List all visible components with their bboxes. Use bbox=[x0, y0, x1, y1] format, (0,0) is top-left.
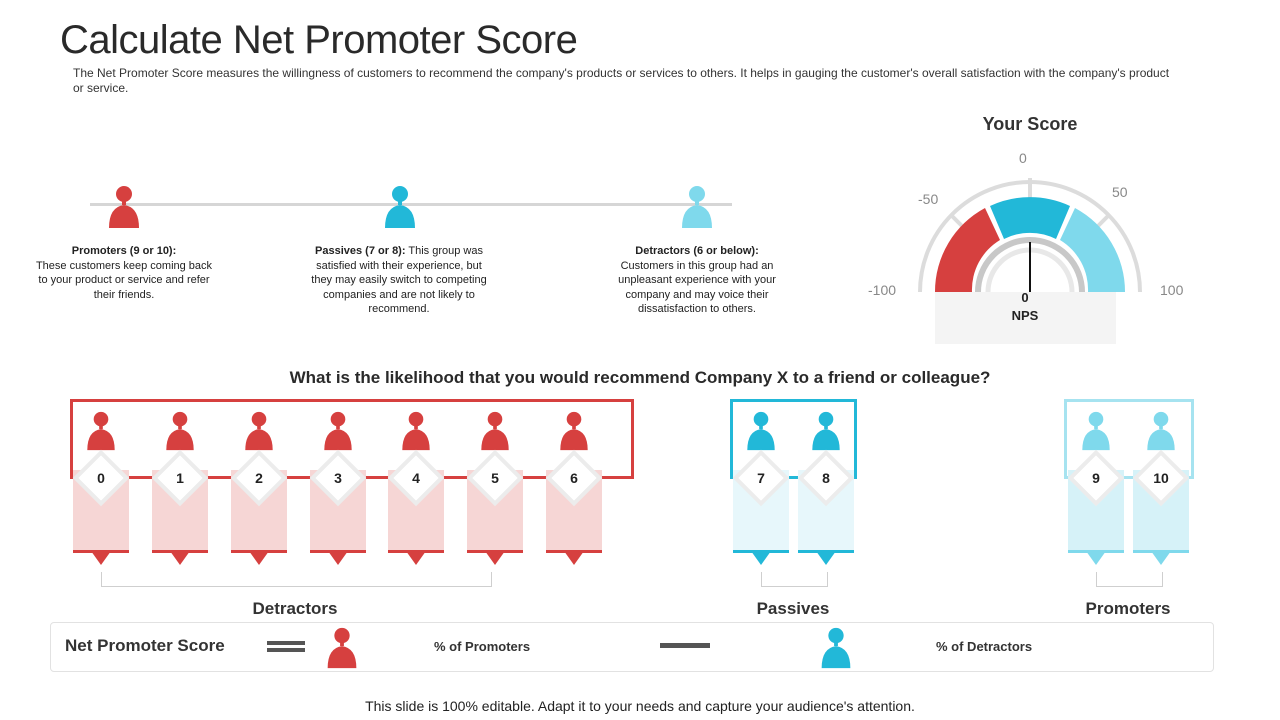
equals-icon bbox=[267, 641, 305, 652]
person-icon bbox=[83, 410, 119, 457]
person-icon bbox=[1143, 410, 1179, 457]
nps-unit: NPS bbox=[1011, 308, 1039, 323]
formula-title: Net Promoter Score bbox=[65, 636, 225, 655]
pointer-triangle bbox=[816, 551, 836, 565]
detractors-heading: Detractors (6 or below): bbox=[635, 245, 759, 257]
promoters-description: Promoters (9 or 10): These customers kee… bbox=[34, 244, 214, 302]
category-line bbox=[90, 203, 732, 206]
person-icon bbox=[556, 410, 592, 457]
person-icon bbox=[743, 410, 779, 457]
passives-frame bbox=[730, 399, 857, 479]
gauge-passive-segment bbox=[990, 197, 1070, 239]
promoter-person-icon bbox=[106, 184, 142, 230]
passives-description: Passives (7 or 8): This group was satisf… bbox=[309, 244, 489, 317]
gauge-label-zero: 0 bbox=[1019, 150, 1027, 166]
gauge-promoter-segment bbox=[1060, 208, 1126, 292]
promoters-bracket bbox=[1096, 572, 1163, 587]
pointer-triangle bbox=[564, 551, 584, 565]
detractors-description: Detractors (6 or below): Customers in th… bbox=[607, 244, 787, 317]
gauge-panel bbox=[935, 292, 1116, 344]
person-icon bbox=[398, 410, 434, 457]
gauge-label-minus50: -50 bbox=[918, 191, 939, 207]
nps-value: 0 bbox=[1021, 290, 1029, 305]
person-icon bbox=[1078, 410, 1114, 457]
promoter-person-icon bbox=[324, 626, 360, 675]
promoters-label: Promoters bbox=[1085, 599, 1171, 618]
scale-number: 2 bbox=[255, 470, 263, 486]
detractors-percent-label: % of Detractors bbox=[936, 639, 1033, 654]
gauge-title: Your Score bbox=[982, 114, 1078, 134]
footer-note: This slide is 100% editable. Adapt it to… bbox=[365, 698, 915, 714]
nps-gauge bbox=[918, 178, 1142, 293]
pointer-triangle bbox=[91, 551, 111, 565]
pointer-triangle bbox=[249, 551, 269, 565]
scale-number: 4 bbox=[412, 470, 420, 486]
scale-number: 3 bbox=[334, 470, 342, 486]
scale-number: 1 bbox=[176, 470, 184, 486]
scale-number: 7 bbox=[757, 470, 765, 486]
pointer-triangle bbox=[406, 551, 426, 565]
promoters-frame bbox=[1064, 399, 1194, 479]
gauge-label-50: 50 bbox=[1112, 184, 1128, 200]
intro-text: The Net Promoter Score measures the will… bbox=[73, 66, 1170, 95]
pointer-triangle bbox=[485, 551, 505, 565]
pointer-triangle bbox=[1151, 551, 1171, 565]
person-icon bbox=[162, 410, 198, 457]
passives-label: Passives bbox=[756, 599, 830, 618]
pointer-triangle bbox=[751, 551, 771, 565]
detractors-label: Detractors bbox=[252, 599, 338, 618]
passives-heading: Passives (7 or 8): bbox=[315, 245, 406, 257]
scale-number: 0 bbox=[97, 470, 105, 486]
promoters-heading: Promoters (9 or 10): bbox=[71, 245, 177, 257]
passives-body: This group was satisfied with their expe… bbox=[311, 245, 487, 315]
detractor-person-icon bbox=[818, 626, 854, 675]
pointer-triangle bbox=[170, 551, 190, 565]
pointer-triangle bbox=[328, 551, 348, 565]
scale-number: 9 bbox=[1092, 470, 1100, 486]
scale-number: 10 bbox=[1153, 470, 1169, 486]
scale-number: 6 bbox=[570, 470, 578, 486]
page-title: Calculate Net Promoter Score bbox=[60, 18, 578, 62]
gauge-label-100: 100 bbox=[1160, 282, 1184, 298]
detractor-person-icon bbox=[679, 184, 715, 230]
minus-icon bbox=[660, 643, 710, 648]
person-icon bbox=[477, 410, 513, 457]
scale-number: 8 bbox=[822, 470, 830, 486]
scale-number: 5 bbox=[491, 470, 499, 486]
gauge-detractor-segment bbox=[934, 208, 1000, 292]
person-icon bbox=[808, 410, 844, 457]
nps-formula-bar bbox=[50, 622, 1214, 672]
passive-person-icon bbox=[382, 184, 418, 230]
person-icon bbox=[241, 410, 277, 457]
pointer-triangle bbox=[1086, 551, 1106, 565]
promoters-body: These customers keep coming back to your… bbox=[35, 259, 213, 301]
promoters-percent-label: % of Promoters bbox=[434, 639, 531, 654]
detractors-body: Customers in this group had an unpleasan… bbox=[618, 259, 776, 316]
gauge-label-minus100: -100 bbox=[868, 282, 897, 298]
person-icon bbox=[320, 410, 356, 457]
detractors-bracket bbox=[101, 572, 492, 587]
passives-bracket bbox=[761, 572, 828, 587]
survey-question: What is the likelihood that you would re… bbox=[289, 368, 991, 387]
